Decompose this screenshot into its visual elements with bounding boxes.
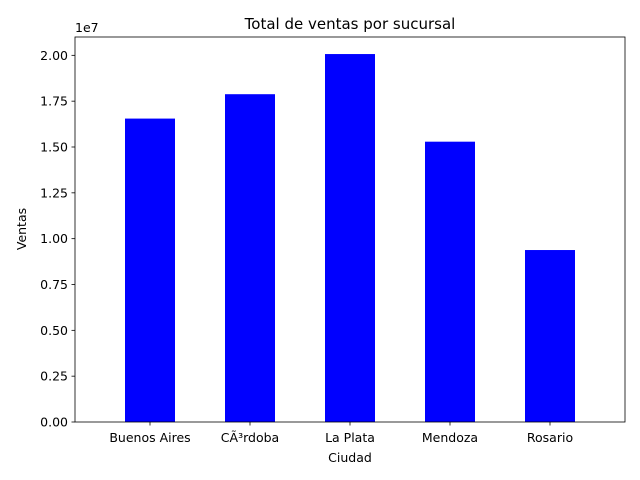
y-axis-offset-label: 1e7	[75, 20, 99, 35]
bar	[125, 118, 175, 422]
bars-layer	[125, 54, 575, 423]
y-tick-label: 1.00	[40, 231, 68, 246]
y-tick-label: 0.25	[40, 369, 68, 384]
y-tick-label: 0.00	[40, 415, 68, 430]
y-tick-label: 1.75	[40, 94, 68, 109]
x-axis-label: Ciudad	[328, 450, 372, 465]
bar	[325, 54, 375, 423]
x-tick-label: CÃ³rdoba	[221, 430, 279, 445]
x-tick-label: Mendoza	[422, 430, 478, 445]
y-tick-label: 0.50	[40, 323, 68, 338]
bar	[225, 94, 275, 422]
x-tick-label: La Plata	[325, 430, 375, 445]
x-tick-label: Buenos Aires	[109, 430, 190, 445]
y-tick-label: 1.25	[40, 185, 68, 200]
bar	[525, 250, 575, 422]
y-tick-label: 0.75	[40, 277, 68, 292]
y-axis-label: Ventas	[14, 208, 29, 250]
y-tick-label: 1.50	[40, 140, 68, 155]
x-tick-label: Rosario	[527, 430, 573, 445]
chart-title: Total de ventas por sucursal	[244, 15, 456, 33]
axes-layer: 0.00 0.25 0.50 0.75 1.00 1.25 1.50 1.75 2.00 Buen…	[40, 36, 626, 445]
y-tick-label: 2.00	[40, 48, 68, 63]
bar	[425, 141, 475, 422]
